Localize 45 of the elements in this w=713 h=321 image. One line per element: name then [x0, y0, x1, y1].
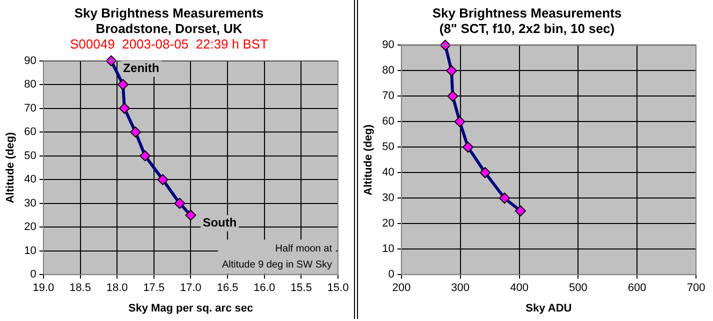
- y-tick-label: 10: [382, 243, 394, 256]
- y-axis-title: Altitude (deg): [4, 132, 17, 204]
- y-tick-label: 90: [24, 54, 36, 67]
- y-tick-label: 70: [382, 90, 394, 102]
- y-tick-label: 80: [24, 78, 36, 91]
- y-tick-label: 10: [24, 244, 36, 257]
- annotation: Zenith: [123, 61, 160, 76]
- x-tick-label: 17.5: [143, 282, 165, 294]
- x-tick-label: 400: [510, 282, 528, 294]
- chart-subtitle: S00049 2003-08-05 22:39 h BST: [70, 36, 268, 52]
- y-tick-label: 20: [382, 218, 394, 230]
- annotation: South: [202, 216, 237, 230]
- y-tick-label: 70: [24, 102, 36, 114]
- y-tick-label: 90: [382, 39, 394, 52]
- y-tick-label: 40: [382, 166, 394, 179]
- y-tick-label: 60: [382, 116, 394, 128]
- y-tick-label: 20: [24, 221, 36, 234]
- y-tick-label: 30: [24, 197, 36, 210]
- x-tick-label: 16.5: [216, 282, 238, 294]
- x-tick-label: 600: [628, 282, 646, 294]
- y-tick-label: 60: [24, 126, 36, 138]
- x-tick-label: 700: [686, 282, 706, 294]
- y-axis-title: Altitude (deg): [362, 124, 375, 196]
- y-tick-label: 80: [382, 64, 394, 77]
- x-axis-title: Sky Mag per sq. arc sec: [128, 302, 254, 314]
- chart-title: Sky Brightness Measurements Broadstone, Dorset, UK: [74, 5, 264, 36]
- y-tick-label: 0: [30, 268, 36, 281]
- y-tick-label: 50: [382, 141, 394, 154]
- y-tick-label: 30: [382, 192, 394, 204]
- x-tick-label: 16.0: [254, 282, 276, 294]
- x-tick-label: 200: [392, 282, 411, 294]
- x-tick-label: 17.0: [180, 282, 202, 294]
- chart-title: Sky Brightness Measurements (8" SCT, f10, 2x2 bin, 10 sec): [432, 5, 622, 36]
- x-tick-label: 18.0: [106, 282, 128, 294]
- y-tick-label: 50: [24, 150, 36, 162]
- y-tick-label: 40: [24, 174, 36, 186]
- x-tick-label: 500: [568, 282, 588, 294]
- x-tick-label: 300: [451, 282, 470, 294]
- x-tick-label: 18.5: [70, 282, 91, 294]
- annotation: Half moon at Altitude 9 deg in SW Sky: [222, 243, 332, 270]
- x-axis-title: Sky ADU: [526, 302, 572, 314]
- x-tick-label: 15.5: [290, 282, 312, 294]
- y-tick-label: 0: [388, 268, 394, 281]
- x-tick-label: 15.0: [327, 282, 349, 294]
- x-tick-label: 19.0: [32, 282, 54, 294]
